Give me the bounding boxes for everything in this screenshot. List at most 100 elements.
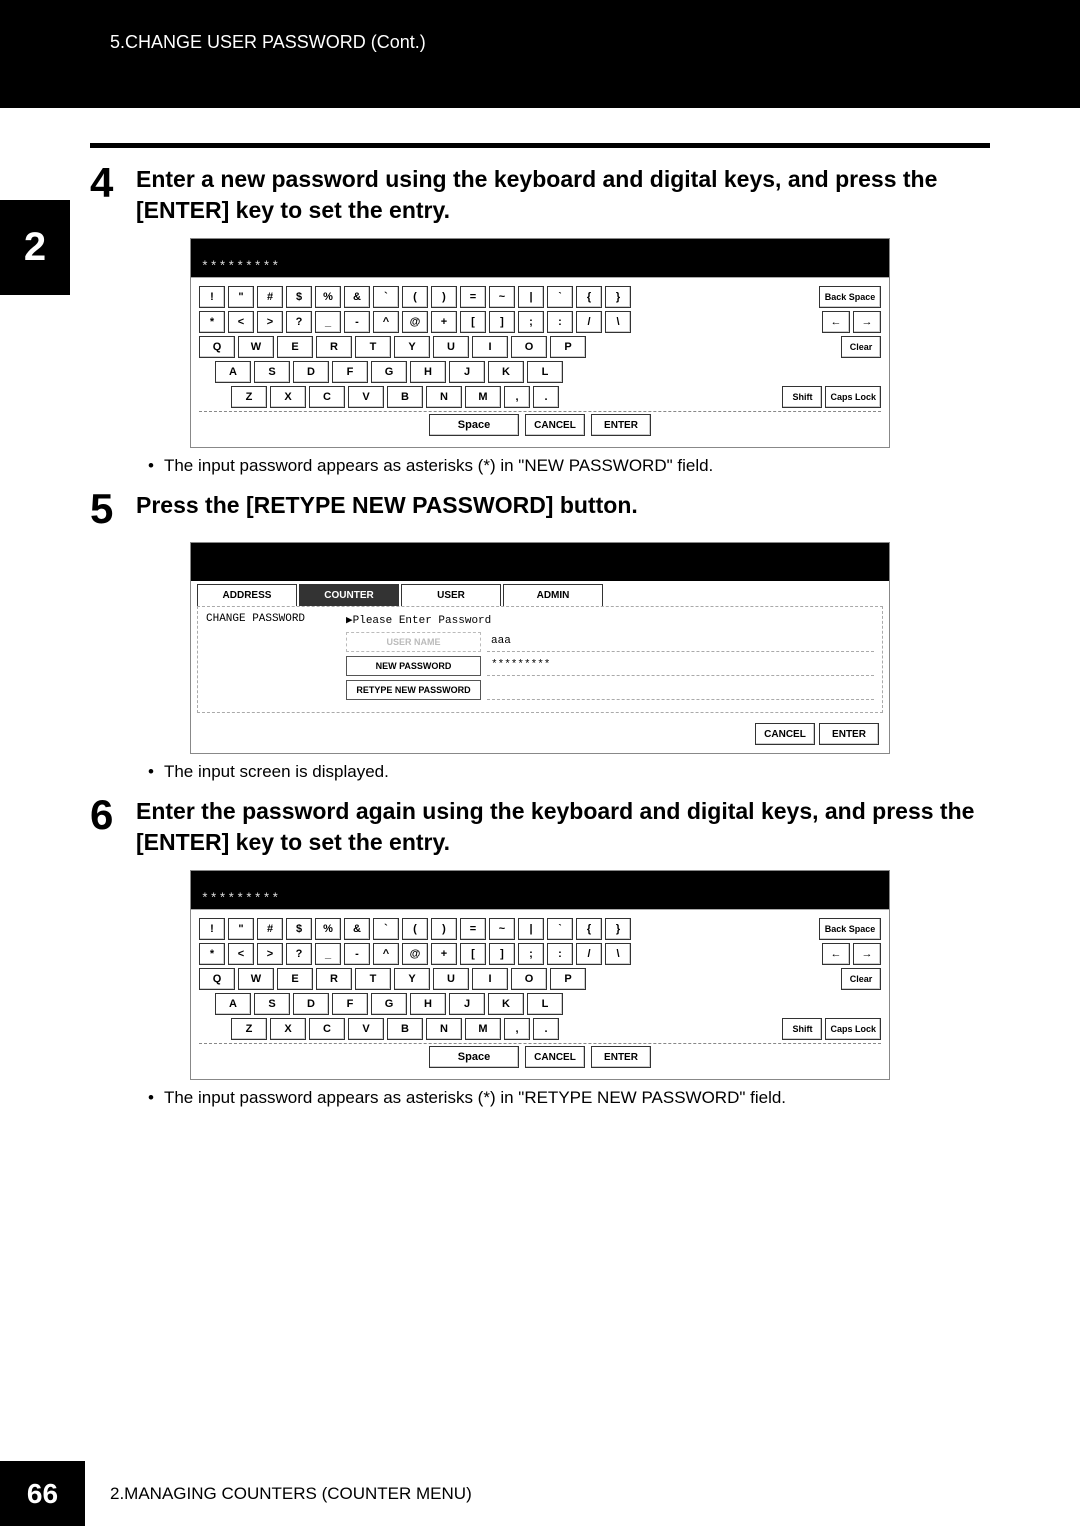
tab-counter[interactable]: COUNTER <box>299 584 399 606</box>
key-r[interactable]: R <box>316 968 352 990</box>
key-x[interactable]: X <box>270 386 306 408</box>
new-password-button[interactable]: NEW PASSWORD <box>346 656 481 676</box>
key-arrow-left[interactable]: ← <box>822 311 850 333</box>
counter-cancel-button[interactable]: CANCEL <box>755 723 815 745</box>
key-lparen[interactable]: ( <box>402 918 428 940</box>
key-underscore[interactable]: _ <box>315 311 341 333</box>
key-space[interactable]: Space <box>429 1046 519 1068</box>
key-j[interactable]: J <box>449 361 485 383</box>
key-s[interactable]: S <box>254 361 290 383</box>
tab-address[interactable]: ADDRESS <box>197 584 297 606</box>
key-eq[interactable]: = <box>460 286 486 308</box>
key-clear[interactable]: Clear <box>841 336 881 358</box>
key-backslash[interactable]: \ <box>605 943 631 965</box>
key-h[interactable]: H <box>410 993 446 1015</box>
key-shift[interactable]: Shift <box>782 1018 822 1040</box>
key-lt[interactable]: < <box>228 311 254 333</box>
key-dash[interactable]: - <box>344 943 370 965</box>
key-b[interactable]: B <box>387 386 423 408</box>
key-tilde[interactable]: ~ <box>489 286 515 308</box>
key-t[interactable]: T <box>355 968 391 990</box>
key-lbracket[interactable]: [ <box>460 311 486 333</box>
key-v[interactable]: V <box>348 1018 384 1040</box>
key-backspace[interactable]: Back Space <box>819 286 881 308</box>
key-rbrace[interactable]: } <box>605 286 631 308</box>
key-amp[interactable]: & <box>344 286 370 308</box>
key-o[interactable]: O <box>511 336 547 358</box>
key-lbrace[interactable]: { <box>576 286 602 308</box>
key-caret[interactable]: ^ <box>373 943 399 965</box>
key-at[interactable]: @ <box>402 311 428 333</box>
key-h[interactable]: H <box>410 361 446 383</box>
key-asterisk[interactable]: * <box>199 943 225 965</box>
key-lparen[interactable]: ( <box>402 286 428 308</box>
key-comma[interactable]: , <box>504 1018 530 1040</box>
key-tilde[interactable]: ~ <box>489 918 515 940</box>
key-b[interactable]: B <box>387 1018 423 1040</box>
key-i[interactable]: I <box>472 968 508 990</box>
key-space[interactable]: Space <box>429 414 519 436</box>
key-f[interactable]: F <box>332 993 368 1015</box>
tab-admin[interactable]: ADMIN <box>503 584 603 606</box>
key-n[interactable]: N <box>426 1018 462 1040</box>
key-clear[interactable]: Clear <box>841 968 881 990</box>
key-arrow-right[interactable]: → <box>853 311 881 333</box>
key-qmark[interactable]: ? <box>286 311 312 333</box>
key-cancel[interactable]: CANCEL <box>525 1046 585 1068</box>
key-q[interactable]: Q <box>199 968 235 990</box>
key-a[interactable]: A <box>215 361 251 383</box>
key-pipe[interactable]: | <box>518 286 544 308</box>
key-gt[interactable]: > <box>257 311 283 333</box>
key-underscore[interactable]: _ <box>315 943 341 965</box>
key-u[interactable]: U <box>433 336 469 358</box>
key-quote[interactable]: " <box>228 286 254 308</box>
key-period[interactable]: . <box>533 386 559 408</box>
key-j[interactable]: J <box>449 993 485 1015</box>
key-n[interactable]: N <box>426 386 462 408</box>
key-slash[interactable]: / <box>576 943 602 965</box>
key-dollar[interactable]: $ <box>286 918 312 940</box>
key-excl[interactable]: ! <box>199 918 225 940</box>
tab-user[interactable]: USER <box>401 584 501 606</box>
key-l[interactable]: L <box>527 361 563 383</box>
key-enter[interactable]: ENTER <box>591 414 651 436</box>
key-k[interactable]: K <box>488 993 524 1015</box>
key-caret[interactable]: ^ <box>373 311 399 333</box>
key-arrow-right[interactable]: → <box>853 943 881 965</box>
key-backspace[interactable]: Back Space <box>819 918 881 940</box>
key-w[interactable]: W <box>238 968 274 990</box>
key-semicolon[interactable]: ; <box>518 311 544 333</box>
key-capslock[interactable]: Caps Lock <box>825 386 881 408</box>
key-t[interactable]: T <box>355 336 391 358</box>
key-backtick[interactable]: ` <box>373 286 399 308</box>
key-v[interactable]: V <box>348 386 384 408</box>
key-p[interactable]: P <box>550 336 586 358</box>
key-backtick[interactable]: ` <box>373 918 399 940</box>
key-m[interactable]: M <box>465 386 501 408</box>
key-hash[interactable]: # <box>257 286 283 308</box>
key-at[interactable]: @ <box>402 943 428 965</box>
key-dollar[interactable]: $ <box>286 286 312 308</box>
key-c[interactable]: C <box>309 386 345 408</box>
key-rbracket[interactable]: ] <box>489 311 515 333</box>
key-semicolon[interactable]: ; <box>518 943 544 965</box>
key-amp[interactable]: & <box>344 918 370 940</box>
key-s[interactable]: S <box>254 993 290 1015</box>
key-pipe[interactable]: | <box>518 918 544 940</box>
key-asterisk[interactable]: * <box>199 311 225 333</box>
key-y[interactable]: Y <box>394 336 430 358</box>
key-plus[interactable]: + <box>431 311 457 333</box>
key-w[interactable]: W <box>238 336 274 358</box>
key-d[interactable]: D <box>293 361 329 383</box>
key-excl[interactable]: ! <box>199 286 225 308</box>
key-grave[interactable]: ˋ <box>547 286 573 308</box>
key-period[interactable]: . <box>533 1018 559 1040</box>
key-qmark[interactable]: ? <box>286 943 312 965</box>
key-g[interactable]: G <box>371 361 407 383</box>
key-lbrace[interactable]: { <box>576 918 602 940</box>
key-rparen[interactable]: ) <box>431 918 457 940</box>
key-f[interactable]: F <box>332 361 368 383</box>
key-percent[interactable]: % <box>315 918 341 940</box>
key-cancel[interactable]: CANCEL <box>525 414 585 436</box>
key-m[interactable]: M <box>465 1018 501 1040</box>
